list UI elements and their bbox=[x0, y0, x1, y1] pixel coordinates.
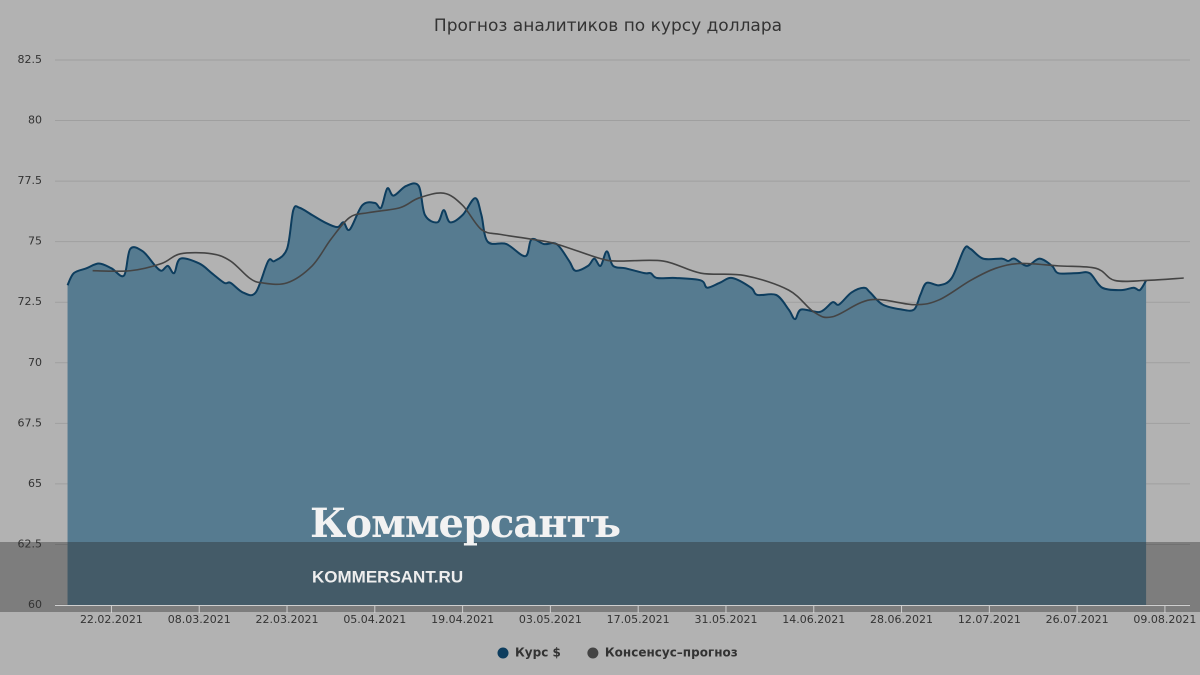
line bbox=[92, 192, 1184, 319]
x-tick-label: 26.07.2021 bbox=[1046, 613, 1109, 626]
y-tick-label: 60 bbox=[28, 598, 42, 611]
watermark-site: KOMMERSANT.RU bbox=[312, 567, 463, 586]
legend-marker bbox=[497, 647, 509, 659]
y-tick-label: 65 bbox=[28, 477, 42, 490]
watermark-logo: Коммерсантъ bbox=[310, 500, 620, 547]
x-tick-label: 19.04.2021 bbox=[431, 613, 494, 626]
x-tick-label: 05.04.2021 bbox=[343, 613, 406, 626]
x-tick-label: 31.05.2021 bbox=[694, 613, 757, 626]
legend-marker bbox=[587, 647, 599, 659]
y-tick-label: 80 bbox=[28, 114, 42, 127]
x-tick-label: 14.06.2021 bbox=[782, 613, 845, 626]
x-tick-label: 22.02.2021 bbox=[80, 613, 143, 626]
y-tick-label: 72.5 bbox=[18, 295, 43, 308]
x-tick-label: 17.05.2021 bbox=[607, 613, 670, 626]
y-tick-label: 67.5 bbox=[18, 416, 43, 429]
x-tick-label: 03.05.2021 bbox=[519, 613, 582, 626]
plot bbox=[66, 182, 1184, 605]
x-tick-label: 09.08.2021 bbox=[1133, 613, 1196, 626]
x-tick-label: 28.06.2021 bbox=[870, 613, 933, 626]
watermark-band bbox=[0, 542, 1200, 612]
axes: 60 62.5 65 67.5 70 72.5 75 77.5 80 82.5 22.02.2021… bbox=[18, 53, 1197, 626]
area bbox=[67, 183, 1147, 605]
legend-label: Курс $ bbox=[515, 646, 561, 660]
y-tick-label: 75 bbox=[28, 235, 42, 248]
y-tick-label: 70 bbox=[28, 356, 42, 369]
x-tick-label: 22.03.2021 bbox=[256, 613, 319, 626]
chart-title: Прогноз аналитиков по курсу доллара bbox=[434, 16, 782, 36]
y-tick-label: 82.5 bbox=[18, 53, 43, 66]
legend: Курс $ Консенсус–прогноз bbox=[497, 646, 738, 660]
x-tick-label: 08.03.2021 bbox=[168, 613, 231, 626]
x-tick-label: 12.07.2021 bbox=[958, 613, 1021, 626]
y-tick-label: 62.5 bbox=[18, 537, 43, 550]
line bbox=[66, 182, 1147, 321]
y-tick-label: 77.5 bbox=[18, 174, 43, 187]
legend-label: Консенсус–прогноз bbox=[605, 646, 738, 660]
